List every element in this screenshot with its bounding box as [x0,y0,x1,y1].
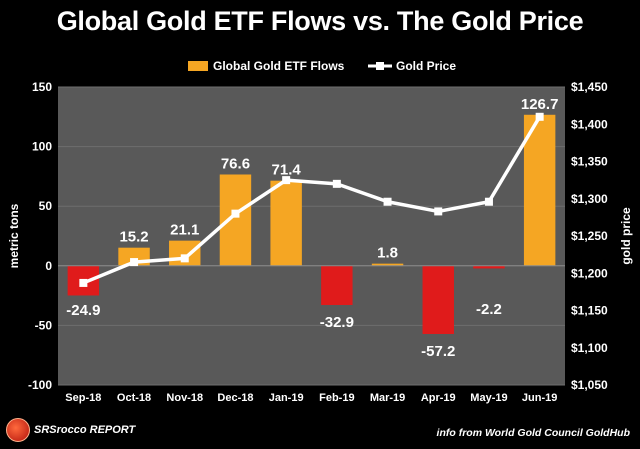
y-tick-label-right: $1,450 [571,80,608,94]
gold-price-point [332,179,341,188]
bar [523,114,556,266]
y-tick-label-right: $1,150 [571,304,608,318]
bar-data-label: 71.4 [272,162,302,179]
y-tick-label-left: 100 [32,140,52,154]
source-note: info from World Gold Council GoldHub [436,427,630,439]
gold-price-point [383,197,392,206]
chart-title: Global Gold ETF Flows vs. The Gold Price [56,6,584,36]
y-tick-label-left: 0 [45,259,52,273]
bar-data-label: 15.2 [119,229,148,246]
logo-seal-icon [6,418,30,442]
gold-price-point [180,254,189,263]
x-tick-label: Feb-19 [319,392,354,404]
x-tick-label: Nov-18 [166,392,203,404]
legend-swatch-bar [188,61,208,71]
bar [219,174,252,266]
gold-price-point [231,209,240,218]
legend-swatch-marker [376,62,384,70]
y-axis-title-right: gold price [619,207,633,265]
gold-price-point [434,207,443,216]
gold-price-point [79,278,88,287]
y-tick-label-left: -50 [35,318,53,332]
gold-price-line [82,115,542,285]
bar [473,265,505,269]
bar-data-label: -57.2 [421,343,455,360]
legend-label-bar: Global Gold ETF Flows [213,59,345,73]
bar-data-label: 126.7 [521,96,559,113]
gold-price-point [130,258,139,267]
bar [371,263,404,266]
plot-area [58,87,565,385]
x-tick-label: Jan-19 [269,392,304,404]
bar-data-label: 1.8 [377,245,398,262]
y-axis-title-left: metric tons [7,203,21,268]
x-tick-label: Mar-19 [370,392,405,404]
y-tick-label-right: $1,300 [571,192,608,206]
x-tick-label: Oct-18 [117,392,151,404]
y-tick-label-right: $1,100 [571,341,608,355]
y-tick-label-right: $1,200 [571,266,608,280]
y-tick-label-right: $1,350 [571,155,608,169]
y-tick-label-right: $1,250 [571,229,608,243]
x-tick-label: Sep-18 [65,392,101,404]
bar-data-label: 21.1 [170,222,199,239]
gold-price-point [484,197,493,206]
y-tick-label-right: $1,050 [571,378,608,392]
x-tick-label: Dec-18 [217,392,253,404]
y-tick-label-left: 50 [39,199,53,213]
bar-data-label: -24.9 [66,302,100,319]
bar [270,180,302,266]
y-tick-label-left: -100 [28,378,52,392]
x-tick-label: Apr-19 [421,392,456,404]
gold-price-point [535,112,544,121]
bar-data-label: 76.6 [221,155,250,172]
x-tick-label: Jun-19 [522,392,557,404]
y-tick-label-left: 150 [32,80,52,94]
bar [321,265,353,306]
publisher-logo: SRSrocco REPORT [6,418,135,442]
logo-text: SRSrocco REPORT [34,423,136,436]
y-tick-label-right: $1,400 [571,117,608,131]
bar-data-label: -32.9 [320,314,354,331]
legend-label-line: Gold Price [396,59,456,73]
x-tick-label: May-19 [470,392,507,404]
bar [422,265,454,334]
bar-data-label: -2.2 [476,301,502,318]
gold-price-point [282,176,291,185]
